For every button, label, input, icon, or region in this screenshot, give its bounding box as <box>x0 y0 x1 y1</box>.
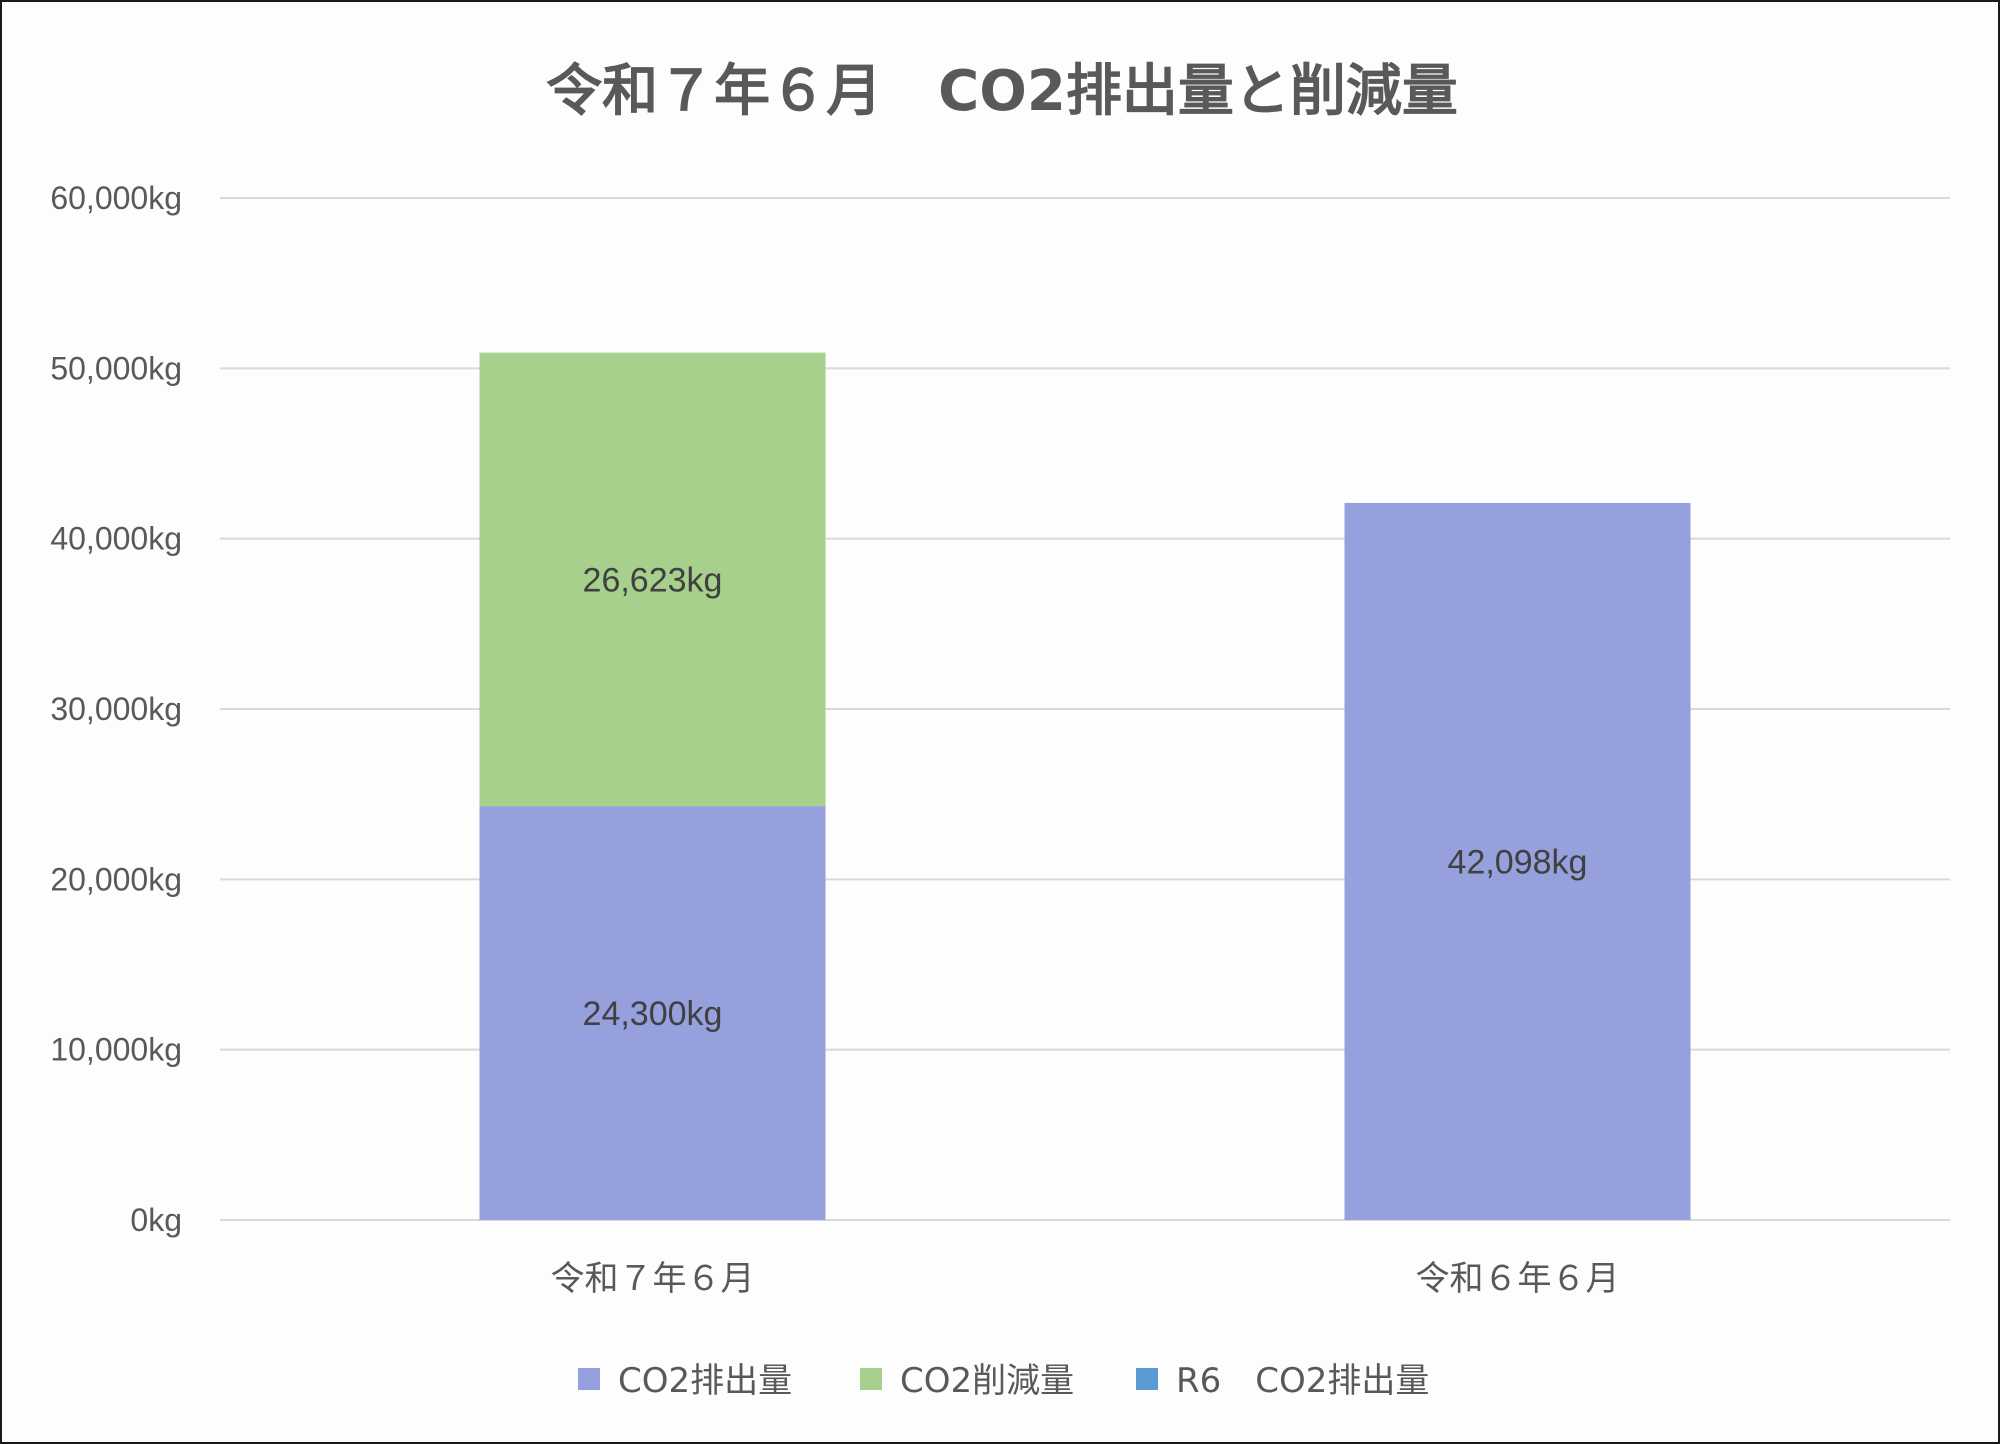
y-tick-label: 60,000kg <box>50 180 182 216</box>
data-label: 24,300kg <box>583 995 723 1033</box>
bar-segment <box>479 352 826 807</box>
legend-swatch <box>578 1368 600 1390</box>
data-label: 26,623kg <box>583 561 723 599</box>
legend-swatch <box>1136 1368 1158 1390</box>
legend-swatch <box>860 1368 882 1390</box>
x-category-label: 令和７年６月 <box>551 1259 755 1299</box>
data-label: 42,098kg <box>1448 843 1588 881</box>
bars <box>479 352 1691 1220</box>
legend: CO2排出量 CO2削減量 R6 CO2排出量 <box>578 1361 1429 1401</box>
y-tick-label: 20,000kg <box>50 861 182 897</box>
legend-label: CO2削減量 <box>900 1361 1074 1401</box>
x-category-label: 令和６年６月 <box>1416 1259 1620 1299</box>
bar-segment <box>479 806 826 1220</box>
y-axis-ticks: 0kg 10,000kg 20,000kg 30,000kg 40,000kg 50,00… <box>50 180 182 1238</box>
y-tick-label: 30,000kg <box>50 691 182 727</box>
legend-label: R6 CO2排出量 <box>1176 1361 1429 1401</box>
legend-label: CO2排出量 <box>618 1361 792 1401</box>
y-tick-label: 10,000kg <box>50 1032 182 1068</box>
chart-title: 令和７年６月 CO2排出量と削減量 <box>546 59 1458 124</box>
data-labels: 24,300kg 26,623kg 42,098kg <box>583 561 1588 1033</box>
y-tick-label: 50,000kg <box>50 350 182 386</box>
y-tick-label: 0kg <box>130 1202 182 1238</box>
bar-segment <box>1344 502 1691 1220</box>
x-axis-categories: 令和７年６月 令和６年６月 <box>551 1259 1620 1299</box>
y-tick-label: 40,000kg <box>50 521 182 557</box>
